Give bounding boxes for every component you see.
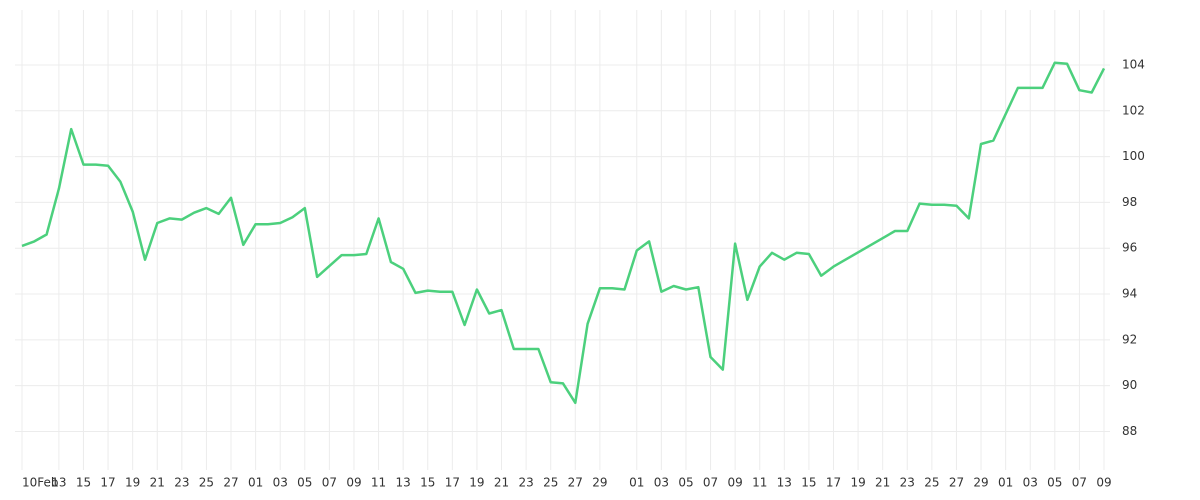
y-tick-label: 96 xyxy=(1122,241,1137,255)
x-tick-label: 03 xyxy=(1023,476,1038,490)
x-tick-label: 23 xyxy=(900,476,915,490)
x-tick-label: 13 xyxy=(396,476,411,490)
x-tick-label: 15 xyxy=(420,476,435,490)
x-tick-label: 19 xyxy=(125,476,140,490)
x-tick-label: 07 xyxy=(322,476,337,490)
x-tick-label: 13 xyxy=(51,476,66,490)
x-tick-label: 25 xyxy=(199,476,214,490)
x-tick-label: 17 xyxy=(100,476,115,490)
y-tick-label: 88 xyxy=(1122,424,1137,438)
x-tick-label: 10Feb xyxy=(22,476,59,490)
x-tick-label: 27 xyxy=(223,476,238,490)
y-tick-label: 98 xyxy=(1122,195,1137,209)
x-tick-label: 07 xyxy=(1072,476,1087,490)
x-tick-label: 21 xyxy=(875,476,890,490)
x-tick-label: 23 xyxy=(518,476,533,490)
x-tick-label: 17 xyxy=(445,476,460,490)
x-tick-label: 03 xyxy=(654,476,669,490)
x-tick-label: 03 xyxy=(273,476,288,490)
x-tick-label: 01 xyxy=(248,476,263,490)
x-tick-label: 11 xyxy=(371,476,386,490)
x-tick-label: 29 xyxy=(973,476,988,490)
y-tick-label: 94 xyxy=(1122,287,1137,301)
x-tick-label: 05 xyxy=(297,476,312,490)
x-tick-label: 09 xyxy=(727,476,742,490)
x-tick-label: 15 xyxy=(76,476,91,490)
y-tick-label: 104 xyxy=(1122,57,1145,71)
line xyxy=(21,61,1106,405)
x-tick-label: 01 xyxy=(629,476,644,490)
x-tick-label: 25 xyxy=(543,476,558,490)
x-tick-label: 21 xyxy=(150,476,165,490)
x-tick-label: 19 xyxy=(469,476,484,490)
y-tick-label: 90 xyxy=(1122,378,1137,392)
x-tick-label: 09 xyxy=(1096,476,1111,490)
x-tick-label: 07 xyxy=(703,476,718,490)
x-tick-label: 21 xyxy=(494,476,509,490)
x-tick-label: 23 xyxy=(174,476,189,490)
x-tick-label: 05 xyxy=(1047,476,1062,490)
x-tick-label: 17 xyxy=(826,476,841,490)
x-tick-label: 13 xyxy=(777,476,792,490)
x-tick-label: 11 xyxy=(752,476,767,490)
x-tick-label: 09 xyxy=(346,476,361,490)
x-tick-label: 19 xyxy=(850,476,865,490)
x-tick-label: 15 xyxy=(801,476,816,490)
x-tick-label: 27 xyxy=(949,476,964,490)
y-tick-label: 92 xyxy=(1122,332,1137,346)
x-tick-label: 29 xyxy=(592,476,607,490)
x-tick-label: 01 xyxy=(998,476,1013,490)
x-tick-label: 27 xyxy=(568,476,583,490)
x-tick-label: 05 xyxy=(678,476,693,490)
x-tick-label: 25 xyxy=(924,476,939,490)
y-tick-label: 100 xyxy=(1122,149,1145,163)
y-tick-label: 102 xyxy=(1122,103,1145,117)
